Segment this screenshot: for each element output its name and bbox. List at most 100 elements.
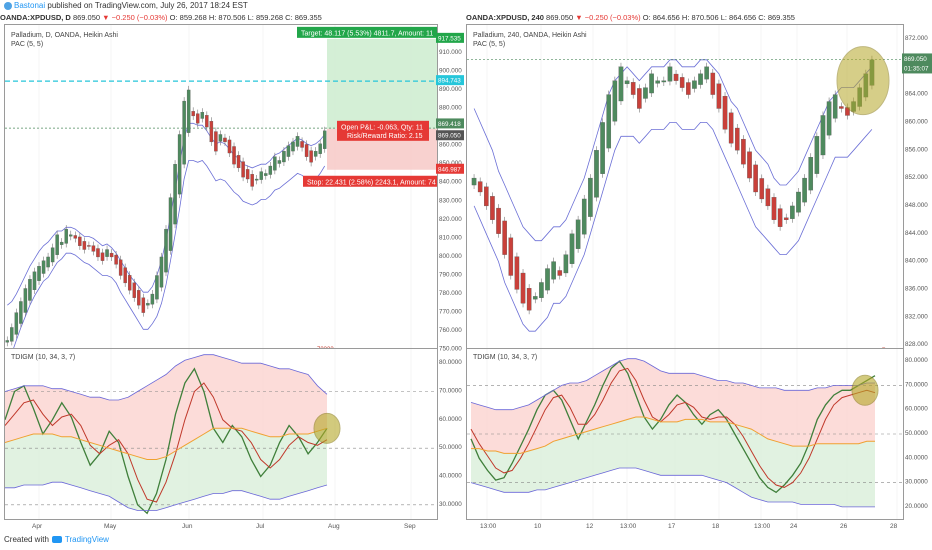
right-pac-upper: [473, 59, 873, 242]
left-price-tick: 850.000: [439, 160, 462, 167]
left-tag-entry: 869.050: [436, 130, 464, 141]
left-last-price: 869.050: [72, 13, 101, 22]
right-price-legend: Palladium, 240, OANDA, Heikin Ashi PAC (…: [473, 31, 587, 49]
left-osc-panel[interactable]: TDIGM (10, 34, 3, 7): [4, 348, 438, 520]
left-price-axis[interactable]: 910.000900.000890.000880.000870.000860.0…: [436, 24, 464, 524]
left-candle: [191, 111, 195, 117]
left-time-tick: May: [104, 523, 117, 530]
left-price-tick: 880.000: [439, 105, 462, 112]
right-time-tick: 13:00: [480, 523, 497, 530]
left-candle: [109, 252, 114, 258]
left-price-tick: 780.000: [439, 290, 462, 297]
right-candle: [722, 95, 728, 130]
right-time-tick: 28: [890, 523, 898, 530]
left-candle: [55, 234, 59, 255]
left-candle: [295, 136, 300, 147]
right-candle: [734, 127, 740, 151]
left-candle: [250, 174, 254, 187]
right-candle: [679, 77, 685, 88]
tradingview-logo-icon: [51, 536, 62, 544]
left-tag-stop-text: 846.987: [438, 166, 461, 173]
right-candle: [832, 94, 838, 119]
left-price-tick: 760.000: [439, 327, 462, 334]
left-price-tick: 790.000: [439, 272, 462, 279]
left-legend-pac: PAC (5, 5): [11, 41, 44, 48]
right-candle: [826, 101, 832, 136]
left-tag-target-bg: [436, 32, 464, 43]
left-candle: [91, 245, 96, 252]
right-tag-last-price: 869.050: [904, 56, 927, 63]
left-symbol[interactable]: OANDA:XPDUSD, D: [0, 13, 71, 22]
right-candle: [477, 181, 483, 193]
right-time-tick: 10: [534, 523, 542, 530]
left-candle: [218, 134, 223, 142]
left-tag-last-bg: [436, 118, 464, 129]
right-osc-series-3: [470, 358, 875, 411]
left-time-tick: Apr: [32, 523, 43, 530]
left-candle: [304, 144, 309, 157]
footer-brand[interactable]: TradingView: [64, 535, 109, 544]
left-tag-last: 869.418: [436, 118, 464, 129]
right-candle: [471, 177, 477, 186]
left-osc-highlight: [313, 412, 341, 444]
right-osc-tick: 80.0000: [905, 357, 928, 364]
left-candle: [69, 234, 73, 237]
left-target-box: [297, 26, 437, 38]
left-tag-cyan: 894.743: [436, 75, 464, 86]
left-candle: [173, 164, 177, 225]
left-candle: [137, 290, 141, 306]
left-candle: [291, 141, 295, 152]
left-candle: [5, 340, 10, 343]
right-time-tick: 17: [668, 523, 676, 530]
left-candle: [32, 271, 37, 291]
right-pac-lower: [473, 122, 873, 332]
left-tag-stop-bg: [436, 163, 464, 174]
right-candle: [624, 80, 630, 85]
right-osc-tick: 40.0000: [905, 454, 928, 461]
right-price-tick: 832.000: [905, 313, 928, 320]
left-osc-tick: 50.0000: [439, 444, 462, 451]
right-candle: [808, 157, 814, 191]
left-candle: [241, 161, 245, 178]
left-candle: [78, 236, 82, 246]
left-tag-cyan-text: 894.743: [438, 78, 461, 85]
right-candle: [520, 272, 526, 304]
right-candle: [630, 82, 636, 95]
right-osc-upper-fill: [471, 358, 875, 454]
right-candle: [716, 83, 722, 109]
left-price-panel[interactable]: Target: 48.117 (5.53%) 4811.7, Amount: 1…: [4, 24, 438, 360]
right-candle: [649, 73, 654, 94]
right-candle: [759, 178, 765, 200]
right-time-axis[interactable]: 13:00 10 12 13:00 17 18 13:00 24 26 28: [466, 518, 902, 532]
right-symbol-header: OANDA:XPDUSD, 240 869.050 ▼ −0.250 (−0.0…: [466, 12, 795, 24]
left-rr-text: Risk/Reward Ratio: 2.15: [347, 133, 423, 140]
left-candle: [73, 235, 78, 239]
right-candle: [796, 191, 801, 213]
left-tag-target-text: 917.535: [438, 35, 461, 42]
right-price-panel[interactable]: ◉ Palladium, 240, OANDA, Heikin Ashi PAC…: [466, 24, 904, 360]
left-candle: [127, 275, 132, 291]
left-price-tick: 840.000: [439, 179, 462, 186]
left-candle: [10, 327, 14, 342]
left-candle: [46, 256, 50, 268]
left-price-tick: 750.000: [439, 346, 462, 353]
left-time-axis[interactable]: Apr May Jun Jul Aug Sep: [4, 518, 436, 532]
author-link[interactable]: Bastonai: [14, 1, 46, 10]
left-candle: [273, 156, 277, 171]
left-osc-series-0: [5, 367, 328, 515]
left-price-tick: 910.000: [439, 49, 462, 56]
right-candle: [741, 138, 746, 165]
left-candle: [313, 151, 318, 157]
right-symbol[interactable]: OANDA:XPDUSD, 240: [466, 13, 544, 22]
left-candle: [196, 113, 200, 124]
right-osc-series-2: [471, 416, 875, 454]
right-candle: [606, 94, 612, 149]
left-price-tick: 770.000: [439, 309, 462, 316]
left-time-tick: Aug: [328, 523, 340, 530]
left-candle: [200, 112, 205, 119]
right-osc-series-1: [470, 367, 876, 488]
right-price-tick: 836.000: [905, 285, 928, 292]
right-price-axis[interactable]: 872.000868.000864.000860.000856.000852.0…: [902, 24, 932, 524]
right-osc-series-4: [470, 467, 875, 508]
right-osc-panel[interactable]: TDIGM (10, 34, 3, 7): [466, 348, 904, 520]
